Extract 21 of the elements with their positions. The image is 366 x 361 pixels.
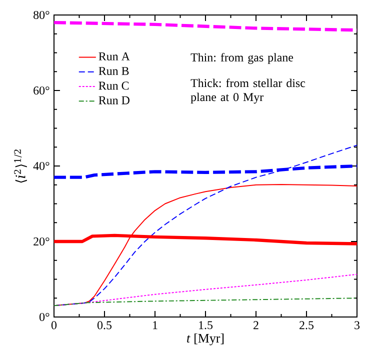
x-tick-label: 0.5: [97, 321, 112, 330]
y-tick-label: 40°: [33, 162, 50, 170]
legend-label: Run A: [98, 52, 130, 60]
y-tick-label: 60°: [34, 86, 50, 95]
annotation: Thick: from stellar disc plane at 0 Myr: [190, 78, 306, 104]
x-tick-label: 3: [354, 321, 360, 330]
x-tick-label: 1.5: [199, 321, 213, 330]
x-tick-label: 2.5: [300, 321, 314, 330]
legend-label: Run B: [98, 67, 129, 76]
x-tick-label: 2: [254, 321, 258, 330]
legend-label: Run C: [98, 82, 129, 90]
x-tick-label: 0: [51, 321, 57, 330]
y-tick-label: 20°: [34, 237, 50, 246]
y-tick-label: 0°: [40, 312, 50, 322]
y-tick-label: 80°: [34, 10, 50, 20]
annotation: Thin: from gas plane: [190, 52, 294, 64]
y-axis-title: ⟨i$^{2}$⟩$^{1/2}$: [14, 150, 27, 183]
line-series: [54, 20, 357, 32]
x-axis-title: t [Myr]: [187, 333, 224, 346]
x-tick-label: 1: [153, 321, 158, 330]
legend-label: Run D: [98, 96, 130, 104]
